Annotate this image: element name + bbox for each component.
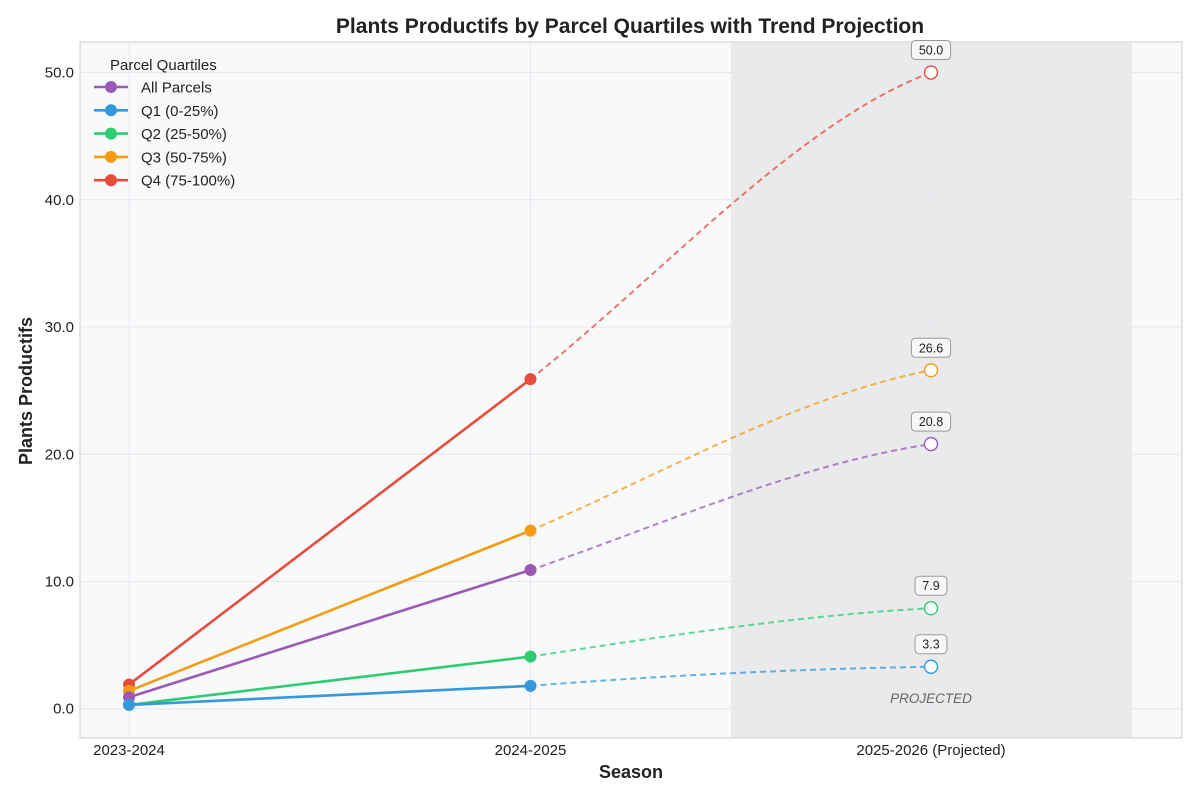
data-point (524, 679, 537, 692)
projection-label-box (914, 575, 948, 596)
legend-marker (105, 81, 117, 93)
series-line (128, 655, 531, 707)
projected-point (923, 65, 939, 80)
projection-line (530, 665, 932, 687)
x-tick-label: 2023-2024 (93, 742, 165, 759)
data-point (524, 650, 537, 663)
legend-label: Q4 (75-100%) (141, 173, 235, 190)
data-point (524, 524, 537, 537)
x-axis-title: Season (599, 762, 663, 782)
projection-label: 3.3 (922, 638, 939, 652)
chart-title: Plants Productifs by Parcel Quartiles wi… (336, 15, 924, 38)
projected-point (923, 601, 939, 616)
y-tick-label: 0.0 (53, 701, 74, 718)
projected-point (923, 363, 939, 378)
x-tick-label: 2024-2025 (495, 742, 567, 759)
projection-label: 20.8 (919, 415, 943, 429)
projected-point (923, 436, 939, 452)
y-tick-label: 50.0 (45, 65, 74, 82)
projection-line (530, 369, 932, 532)
y-tick-label: 40.0 (45, 192, 74, 209)
projection-label: 50.0 (919, 44, 943, 58)
series-line (128, 568, 531, 699)
legend-marker (105, 174, 117, 187)
projection-label: 7.9 (922, 579, 939, 593)
y-tick-label: 30.0 (45, 319, 74, 336)
x-tick-label: 2025-2026 (Projected) (856, 742, 1005, 759)
legend-marker (105, 104, 117, 117)
legend-label: All Parcels (141, 80, 212, 97)
data-point (524, 373, 537, 386)
series-line (128, 378, 532, 686)
legend-label: Q2 (25-50%) (141, 126, 227, 143)
series-line (128, 529, 531, 693)
projected-point (923, 659, 939, 674)
projection-label-box (910, 411, 952, 432)
legend-marker (105, 127, 117, 140)
projection-line (529, 71, 932, 380)
projection-label-box (910, 337, 952, 358)
legend-label: Q3 (50-75%) (141, 149, 227, 166)
data-point (123, 698, 135, 711)
projection-line (530, 443, 932, 571)
y-axis-title: Plants Productifs (16, 317, 36, 465)
projected-label: PROJECTED (890, 691, 972, 706)
projection-label: 26.6 (919, 341, 943, 355)
data-point (524, 564, 537, 577)
projection-label-box (910, 40, 952, 61)
projection-line (530, 607, 932, 658)
y-tick-label: 10.0 (45, 573, 74, 590)
legend-title: Parcel Quartiles (110, 57, 217, 74)
projection-label-box (914, 634, 948, 655)
y-tick-label: 20.0 (45, 446, 74, 463)
legend-label: Q1 (0-25%) (141, 103, 219, 120)
series-line (128, 684, 531, 707)
legend-marker (105, 150, 117, 163)
